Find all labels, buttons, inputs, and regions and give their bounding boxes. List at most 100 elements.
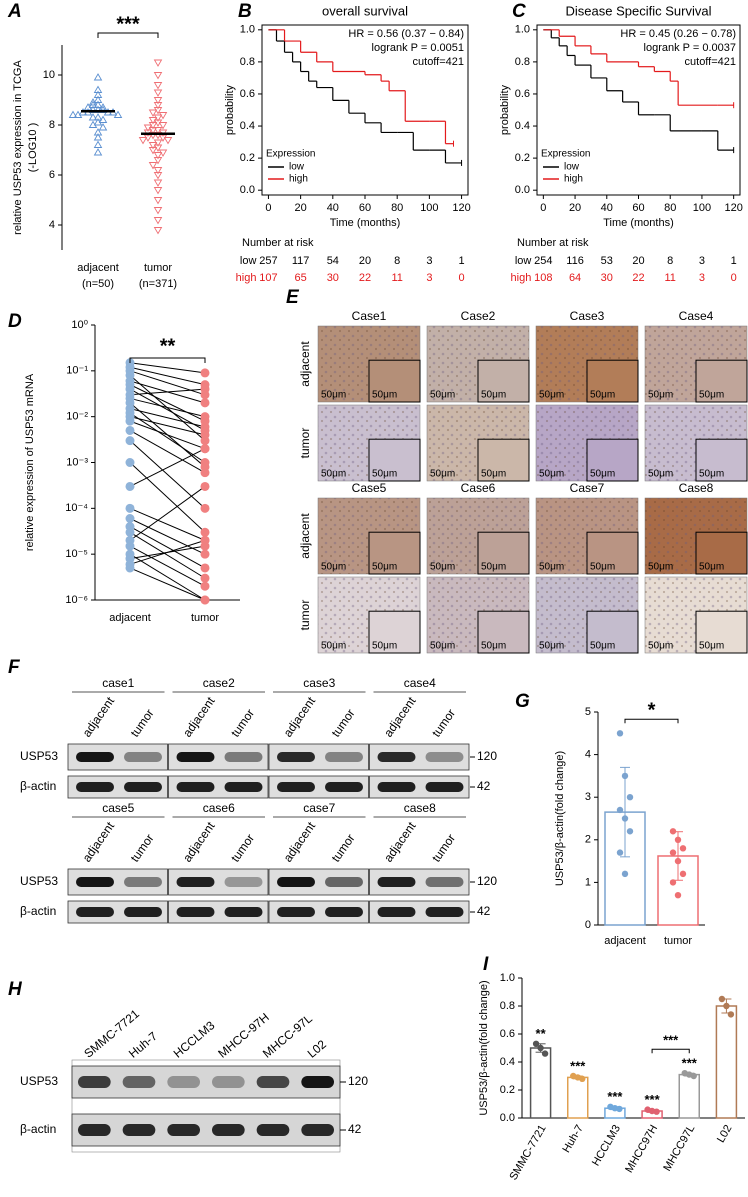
- scale-bar-label: 50μm: [539, 469, 564, 480]
- risk-count: 108: [534, 272, 552, 284]
- data-point: [690, 1072, 697, 1080]
- risk-count: 64: [569, 272, 581, 284]
- size-label: 120: [348, 1074, 368, 1088]
- y-tick-label: 0.6: [515, 88, 530, 100]
- y-tick-label: 5: [585, 706, 591, 718]
- data-point: [669, 828, 677, 835]
- scale-bar-label: 50μm: [590, 469, 615, 480]
- case-label: case8: [404, 801, 436, 815]
- data-point: [125, 425, 135, 435]
- y-tick-label: 0.2: [515, 152, 530, 164]
- row-label: adjacent: [298, 341, 312, 387]
- data-point: [153, 207, 163, 215]
- data-point: [616, 849, 624, 856]
- data-point: [93, 73, 103, 81]
- blot-band: [277, 907, 315, 917]
- data-point: [674, 836, 682, 843]
- risk-count: 30: [601, 272, 613, 284]
- data-point: [718, 995, 726, 1003]
- scale-bar-label: 50μm: [321, 562, 346, 573]
- blot-band: [377, 907, 416, 917]
- protein-label: USP53: [20, 874, 58, 888]
- blot-band: [425, 907, 464, 917]
- risk-table-title: Number at risk: [242, 237, 314, 249]
- size-label: 42: [477, 904, 491, 918]
- blot-band: [167, 1124, 200, 1136]
- bar: [678, 1073, 700, 1119]
- case-label: case4: [404, 676, 436, 690]
- data-point: [148, 109, 158, 117]
- x-axis-label: Time (months): [603, 217, 674, 229]
- ihc-inset: [368, 610, 421, 654]
- blot-band: [76, 752, 114, 762]
- blot-band: [224, 907, 263, 917]
- legend-label: high: [564, 174, 583, 185]
- data-point: [93, 85, 103, 93]
- scale-bar-label: 50μm: [321, 390, 346, 401]
- blot-band: [325, 782, 363, 792]
- significance-label: ***: [682, 1056, 698, 1071]
- y-tick-label: 10⁻²: [66, 411, 88, 423]
- blot-strip: [268, 900, 369, 924]
- data-point: [93, 100, 103, 108]
- risk-count: 257: [259, 255, 277, 267]
- data-point: [200, 368, 210, 378]
- blot-band: [377, 752, 416, 762]
- y-tick-label: 4: [49, 219, 55, 231]
- annotation: cutoff=421: [685, 56, 736, 68]
- data-point: [73, 110, 83, 118]
- data-point: [148, 162, 158, 170]
- y-tick-label: 0.2: [240, 152, 255, 164]
- ihc-inset: [477, 531, 530, 575]
- y-tick-label: 0.4: [240, 120, 255, 132]
- y-axis-label: probability: [224, 84, 236, 135]
- blot-strip: [369, 900, 470, 924]
- data-point: [153, 97, 163, 105]
- risk-count: 65: [295, 272, 307, 284]
- significance-label: ***: [663, 1033, 679, 1048]
- y-tick-label: 1.0: [240, 24, 255, 36]
- x-tick-label: 80: [664, 202, 676, 214]
- x-tick-label: 20: [569, 202, 581, 214]
- legend-title: Expression: [541, 149, 590, 160]
- blot-band: [124, 752, 162, 762]
- risk-count: 8: [394, 255, 400, 267]
- x-tick-label: tumor: [191, 612, 219, 624]
- scale-bar-label: 50μm: [699, 562, 724, 573]
- pair-line: [129, 507, 206, 541]
- scale-bar-label: 50μm: [648, 390, 673, 401]
- pair-line: [129, 440, 206, 509]
- case-label: case1: [102, 676, 134, 690]
- data-point: [200, 549, 210, 559]
- data-point: [148, 147, 158, 155]
- risk-count: 22: [359, 272, 371, 284]
- scale-bar-label: 50μm: [372, 562, 397, 573]
- x-tick-label: 120: [452, 202, 470, 214]
- panel-label: D: [8, 311, 22, 332]
- data-point: [153, 187, 163, 195]
- blot-band: [176, 782, 215, 792]
- data-point: [532, 1040, 540, 1048]
- data-point: [163, 137, 173, 145]
- ihc-inset: [368, 359, 421, 403]
- x-tick-label: 0: [540, 202, 546, 214]
- risk-count: 3: [426, 272, 432, 284]
- panel-label: G: [515, 691, 530, 712]
- data-point: [200, 444, 210, 454]
- ihc-inset: [695, 610, 748, 654]
- panel-label: F: [8, 657, 21, 678]
- significance-label: **: [160, 335, 176, 357]
- scale-bar-label: 50μm: [539, 641, 564, 652]
- pair-line: [129, 553, 206, 601]
- data-point: [153, 227, 163, 235]
- data-point: [200, 527, 210, 537]
- data-point: [616, 730, 624, 737]
- scale-bar-label: 50μm: [648, 641, 673, 652]
- y-tick-label: 3: [585, 791, 591, 803]
- y-tick-label: 6: [49, 169, 55, 181]
- data-point: [125, 503, 135, 513]
- y-axis-label: USP53/β-actin(fold change): [554, 751, 566, 886]
- ihc-inset: [586, 531, 639, 575]
- data-point: [541, 1050, 549, 1057]
- case-label: case5: [102, 801, 134, 815]
